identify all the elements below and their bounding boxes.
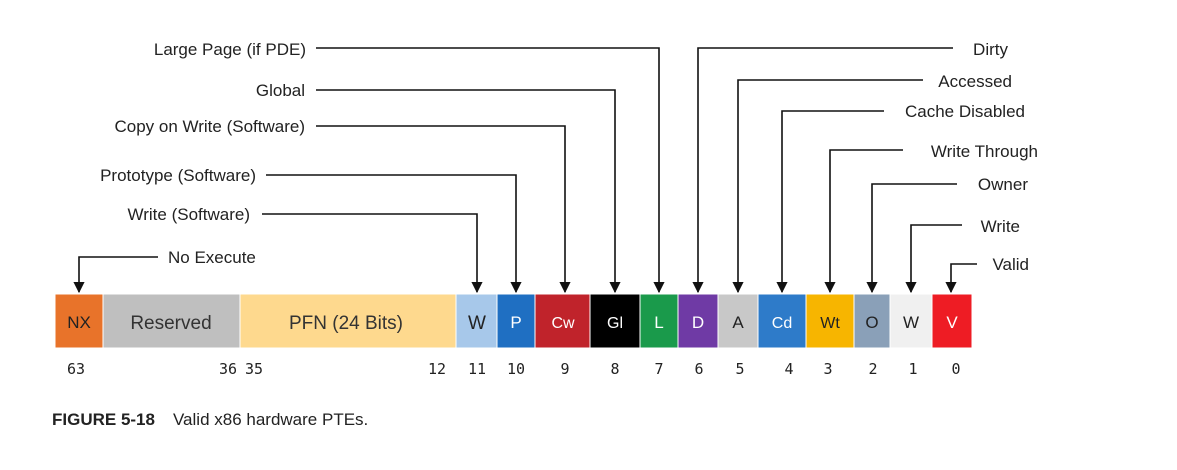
- connector-write-through: [824, 149, 903, 294]
- field-text-p: P: [510, 313, 521, 332]
- field-text-w-software: W: [468, 313, 486, 334]
- field-text-w: W: [903, 313, 919, 332]
- field-owner: [853, 293, 891, 349]
- field-text-o: O: [865, 313, 878, 332]
- pte-field-labels: NX Reserved PFN (24 Bits) W P Cw Gl L D …: [67, 313, 958, 334]
- field-copy-on-write: [534, 293, 591, 349]
- field-text-cd: Cd: [772, 315, 792, 332]
- connector-global: [316, 89, 621, 294]
- connector-copy-on-write: [316, 125, 571, 294]
- field-text-pfn: PFN (24 Bits): [289, 313, 403, 334]
- bit-number: 1: [908, 360, 917, 378]
- bit-number: 35: [245, 360, 263, 378]
- right-labels: Dirty Accessed Cache Disabled Write Thro…: [905, 40, 1038, 274]
- bit-number: 63: [67, 360, 85, 378]
- field-reserved: [102, 293, 241, 349]
- connector-no-execute: [73, 256, 158, 294]
- left-labels: Large Page (if PDE) Global Copy on Write…: [100, 40, 306, 267]
- label-global: Global: [256, 81, 305, 100]
- field-text-gl: Gl: [607, 315, 623, 332]
- field-nx: [54, 293, 104, 349]
- field-text-a: A: [732, 313, 744, 332]
- connector-accessed: [732, 79, 923, 294]
- connector-owner: [866, 183, 957, 294]
- field-text-wt: Wt: [820, 315, 840, 332]
- figure-caption-text: Valid x86 hardware PTEs.: [172, 410, 369, 429]
- label-owner: Owner: [978, 175, 1028, 194]
- connector-large-page: [316, 47, 665, 294]
- bit-number: 5: [735, 360, 744, 378]
- bit-number: 11: [468, 360, 486, 378]
- label-write-through: Write Through: [931, 142, 1038, 161]
- field-text-l: L: [654, 313, 663, 332]
- field-text-reserved: Reserved: [130, 313, 211, 334]
- label-accessed: Accessed: [938, 72, 1012, 91]
- field-write-through: [805, 293, 855, 349]
- field-pfn: [239, 293, 457, 349]
- bit-number: 36: [219, 360, 237, 378]
- field-text-v: V: [946, 313, 958, 332]
- field-text-d: D: [692, 313, 704, 332]
- field-valid: [931, 293, 973, 349]
- label-valid: Valid: [992, 255, 1029, 274]
- label-no-execute: No Execute: [168, 248, 256, 267]
- bit-number: 3: [823, 360, 832, 378]
- bit-numbers: 63 36 35 12 11 10 9 8 7 6 5 4 3 2 1 0: [67, 360, 961, 378]
- label-dirty: Dirty: [973, 40, 1008, 59]
- figure-number: FIGURE 5-18: [52, 410, 155, 429]
- connector-write: [905, 224, 962, 294]
- field-text-nx: NX: [67, 313, 91, 332]
- label-write-software: Write (Software): [128, 205, 251, 224]
- bit-number: 9: [560, 360, 569, 378]
- label-prototype: Prototype (Software): [100, 166, 256, 185]
- field-text-cw: Cw: [551, 315, 575, 332]
- label-write: Write: [981, 217, 1020, 236]
- connector-prototype: [266, 174, 522, 294]
- field-large-page: [639, 293, 679, 349]
- label-copy-on-write: Copy on Write (Software): [114, 117, 305, 136]
- field-accessed: [717, 293, 759, 349]
- bit-number: 0: [951, 360, 960, 378]
- figure-caption: FIGURE 5-18 Valid x86 hardware PTEs.: [52, 410, 368, 430]
- connector-dirty: [692, 47, 953, 294]
- pte-fields: [54, 293, 973, 349]
- bit-number: 2: [868, 360, 877, 378]
- label-cache-disabled: Cache Disabled: [905, 102, 1025, 121]
- bit-number: 7: [654, 360, 663, 378]
- label-large-page: Large Page (if PDE): [154, 40, 306, 59]
- bit-number: 8: [610, 360, 619, 378]
- connector-cache-disabled: [776, 110, 884, 294]
- field-dirty: [677, 293, 719, 349]
- bit-number: 4: [784, 360, 793, 378]
- bit-number: 10: [507, 360, 525, 378]
- connector-valid: [945, 263, 977, 294]
- pte-diagram: NX Reserved PFN (24 Bits) W P Cw Gl L D …: [54, 40, 1038, 378]
- field-write: [889, 293, 933, 349]
- field-global: [589, 293, 641, 349]
- field-prototype: [496, 293, 536, 349]
- bit-number: 12: [428, 360, 446, 378]
- connector-lines: [73, 47, 977, 294]
- bit-number: 6: [694, 360, 703, 378]
- connector-write-software: [262, 213, 483, 294]
